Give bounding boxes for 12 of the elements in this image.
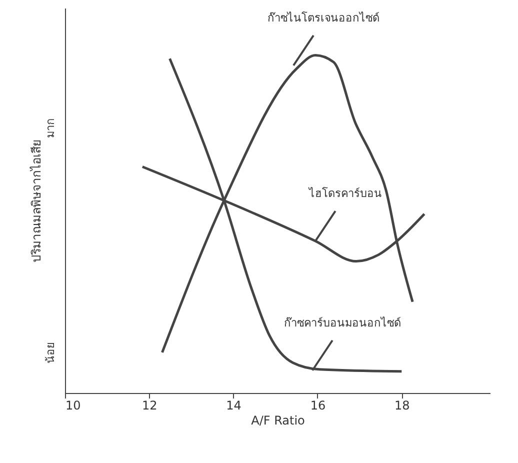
text: น้อย <box>44 342 57 364</box>
y-axis-title: ปริมาณมลพิษจากไอเสีย <box>30 140 44 262</box>
text: มาก <box>44 118 57 138</box>
annotation: ก๊าซไนโตรเจนออกไซด์ <box>267 10 380 24</box>
x-tick-label: 18 <box>394 398 410 412</box>
annotation: ก๊าซคาร์บอนมอนอกไซด์ <box>284 316 401 330</box>
x-axis-title: A/F Ratio <box>251 414 305 428</box>
annotation: ไฮโดรคาร์บอน <box>308 186 382 200</box>
x-tick-label: 10 <box>66 398 81 412</box>
x-tick-label: 14 <box>226 398 242 412</box>
x-tick-label: 16 <box>310 398 326 412</box>
x-tick-label: 12 <box>142 398 158 412</box>
